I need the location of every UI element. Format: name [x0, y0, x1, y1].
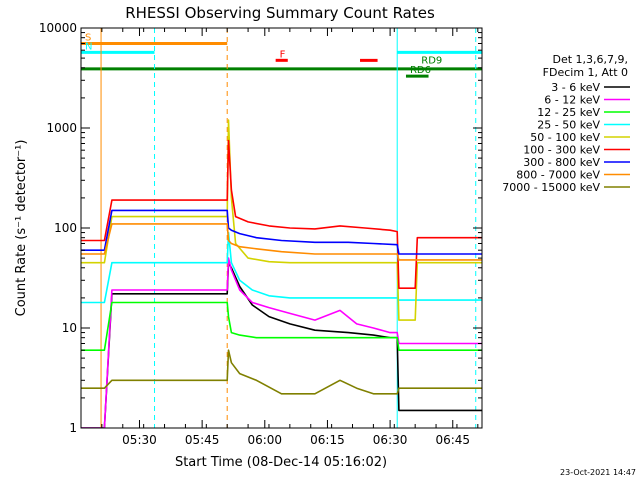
series-300-800-kev [81, 209, 482, 255]
y-tick-label-1000: 1000 [46, 121, 77, 135]
legend-label-800-7000-kev: 800 - 7000 keV [516, 169, 600, 182]
legend-header-1: FDecim 1, Att 0 [543, 66, 628, 79]
x-tick-label-05-45: 05:45 [185, 433, 220, 447]
x-tick-label-06-15: 06:15 [310, 433, 345, 447]
series-12-25-kev [81, 301, 482, 351]
legend-label-7000-15000-kev: 7000 - 15000 keV [502, 181, 600, 194]
series-100-300-kev [81, 139, 482, 289]
x-tick-label-06-45: 06:45 [435, 433, 470, 447]
x-tick-label-06-30: 06:30 [373, 433, 408, 447]
timestamp-text: 23-Oct-2021 14:47 [560, 468, 636, 477]
legend-label-3-6-kev: 3 - 6 keV [551, 81, 600, 94]
legend-label-6-12-kev: 6 - 12 keV [544, 94, 600, 107]
legend-label-300-800-kev: 300 - 800 keV [523, 156, 600, 169]
legend-label-50-100-kev: 50 - 100 keV [530, 131, 600, 144]
status-label-f: F [280, 49, 286, 60]
x-axis-label: Start Time (08-Dec-14 05:16:02) [175, 455, 387, 470]
y-tick-label-1: 1 [69, 421, 77, 435]
status-label-n: N [85, 41, 92, 52]
status-label-rd9: RD9 [421, 56, 442, 67]
series-7000-15000-kev [81, 349, 482, 395]
legend-header-0: Det 1,3,6,7,9, [552, 53, 628, 66]
legend-label-25-50-kev: 25 - 50 keV [537, 119, 600, 132]
y-tick-label-100: 100 [54, 221, 77, 235]
series-50-100-kev [81, 119, 482, 321]
y-tick-label-10: 10 [62, 321, 77, 335]
chart-title: RHESSI Observing Summary Count Rates [125, 4, 435, 22]
series-800-7000-kev [81, 223, 482, 261]
series-6-12-kev [81, 257, 482, 428]
legend-label-100-300-kev: 100 - 300 keV [523, 144, 600, 157]
status-label-rd6: RD6 [410, 65, 431, 76]
x-tick-label-06-00: 06:00 [247, 433, 282, 447]
status-label-s: S [85, 32, 91, 43]
legend-label-12-25-kev: 12 - 25 keV [537, 106, 600, 119]
series-25-50-kev [81, 231, 482, 304]
x-tick-label-05-30: 05:30 [122, 433, 157, 447]
y-tick-label-10000: 10000 [39, 21, 77, 35]
y-axis-label: Count Rate (s⁻¹ detector⁻¹) [14, 140, 29, 317]
